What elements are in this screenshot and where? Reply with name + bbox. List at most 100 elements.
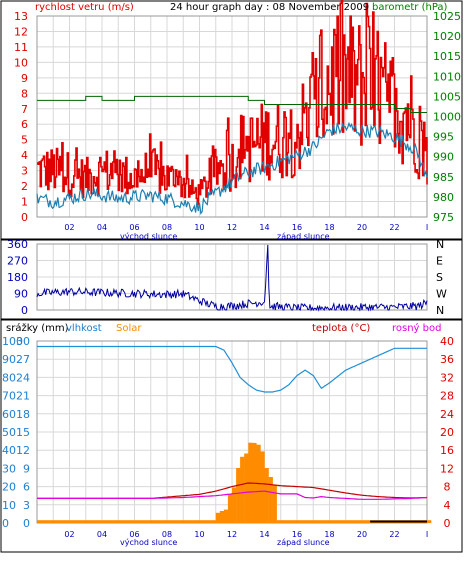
- direction-tick-label: 90: [14, 288, 28, 301]
- temperature-tick-label: 40: [440, 335, 454, 348]
- direction-tick-label: 360: [7, 238, 28, 251]
- wind-direction-line: [36, 244, 428, 312]
- x-tick-label: 16: [292, 530, 302, 539]
- solar-bar: [73, 520, 78, 523]
- solar-bar: [191, 520, 196, 523]
- x-tick-label: 10: [194, 223, 204, 232]
- solar-bar: [175, 520, 180, 523]
- solar-bar: [41, 520, 46, 523]
- solar-bar: [280, 520, 286, 523]
- compass-tick-label: W: [436, 288, 447, 301]
- solar-bar: [93, 520, 99, 523]
- precip-tick-label: 27: [16, 353, 30, 366]
- solar-bar: [317, 520, 322, 523]
- solar-bar: [219, 511, 225, 523]
- pressure-tick-label: 980: [433, 191, 454, 204]
- solar-bar: [321, 520, 326, 523]
- solar-bar: [158, 520, 164, 523]
- temperature-tick-label: 24: [440, 408, 454, 421]
- wind-tick-label: 4: [21, 149, 28, 162]
- solar-bar: [349, 520, 355, 523]
- temperature-tick-label: 0: [444, 517, 451, 530]
- temperature-legend: teplota (°C): [312, 323, 370, 334]
- pressure-line: [37, 95, 427, 113]
- solar-bar: [366, 520, 371, 523]
- solar-bar: [236, 468, 241, 523]
- precip-legend: srážky (mm): [6, 322, 69, 334]
- solar-bar: [146, 520, 151, 523]
- humidity-tick-label: 60: [2, 408, 16, 421]
- solar-bar: [284, 520, 290, 523]
- solar-bar: [305, 520, 310, 523]
- temperature-tick-label: 16: [440, 444, 454, 457]
- direction-tick-label: 180: [7, 271, 28, 284]
- precip-tick-label: 24: [16, 371, 30, 384]
- pressure-tick-label: 1005: [433, 90, 461, 103]
- x-tick-label: 22: [389, 223, 399, 232]
- wind-tick-label: 2: [21, 180, 28, 193]
- solar-bar: [341, 520, 346, 523]
- solar-bar: [357, 520, 363, 523]
- solar-bar: [272, 484, 277, 523]
- compass-tick-label: E: [436, 255, 443, 268]
- wind-tick-label: 6: [21, 118, 28, 131]
- humidity-tick-label: 90: [2, 353, 16, 366]
- x-tick-label: 10: [194, 530, 204, 539]
- wind-tick-label: 8: [21, 87, 28, 100]
- wind-average-line: [36, 121, 428, 215]
- solar-bar: [37, 520, 42, 523]
- sunrise-label-bottom: východ slunce: [120, 538, 177, 547]
- wind-tick-label: 7: [21, 103, 28, 116]
- solar-bar: [260, 451, 265, 523]
- wind-tick-label: 0: [21, 211, 28, 224]
- solar-bar: [134, 520, 139, 523]
- solar-bar: [183, 520, 188, 523]
- solar-bar: [292, 520, 298, 523]
- wind-tick-label: 1: [21, 196, 28, 209]
- solar-bar: [114, 520, 119, 523]
- pressure-axis-title: barometr (hPa): [372, 2, 448, 13]
- x-tick-label: 08: [162, 530, 172, 539]
- precip-tick-label: 12: [16, 444, 30, 457]
- solar-bar: [325, 520, 330, 523]
- solar-bar: [309, 520, 314, 523]
- solar-bar: [203, 520, 208, 523]
- direction-tick-label: 0: [21, 304, 28, 317]
- wind-gust-line: [37, 0, 428, 206]
- x-tick-label: 02: [64, 223, 74, 232]
- precip-tick-label: 9: [23, 462, 30, 475]
- direction-tick-label: 270: [7, 255, 28, 268]
- compass-tick-label: S: [436, 271, 443, 284]
- x-tick-label: 18: [324, 530, 334, 539]
- x-tick-label: 18: [324, 223, 334, 232]
- humidity-tick-label: 100: [2, 335, 23, 348]
- solar-bar: [167, 520, 172, 523]
- wind-tick-label: 3: [21, 165, 28, 178]
- solar-bar: [199, 520, 204, 523]
- solar-bar: [353, 520, 359, 523]
- sunset-label-bottom: západ slunce: [277, 538, 330, 547]
- solar-bar: [297, 520, 302, 523]
- bottom-panel-border: [0, 319, 463, 553]
- pressure-tick-label: 990: [433, 151, 454, 164]
- solar-bar: [77, 520, 82, 523]
- dewpoint-legend: rosný bod: [392, 322, 441, 334]
- temperature-tick-label: 36: [440, 353, 454, 366]
- solar-bar: [81, 520, 86, 523]
- pressure-tick-label: 1020: [433, 30, 461, 43]
- pressure-tick-label: 1015: [433, 50, 461, 63]
- wind-tick-label: 13: [14, 10, 28, 23]
- solar-bar: [313, 520, 318, 523]
- x-tick-label: I: [426, 530, 428, 539]
- x-tick-label: 20: [357, 223, 367, 232]
- solar-bar: [57, 520, 62, 523]
- solar-bar: [301, 520, 306, 523]
- solar-bar: [179, 520, 184, 523]
- solar-bar: [106, 520, 111, 523]
- pressure-tick-label: 985: [433, 171, 454, 184]
- x-tick-label: 04: [97, 223, 107, 232]
- solar-bar: [69, 520, 74, 523]
- top-panel-border: [0, 0, 463, 240]
- x-tick-label: 06: [129, 530, 139, 539]
